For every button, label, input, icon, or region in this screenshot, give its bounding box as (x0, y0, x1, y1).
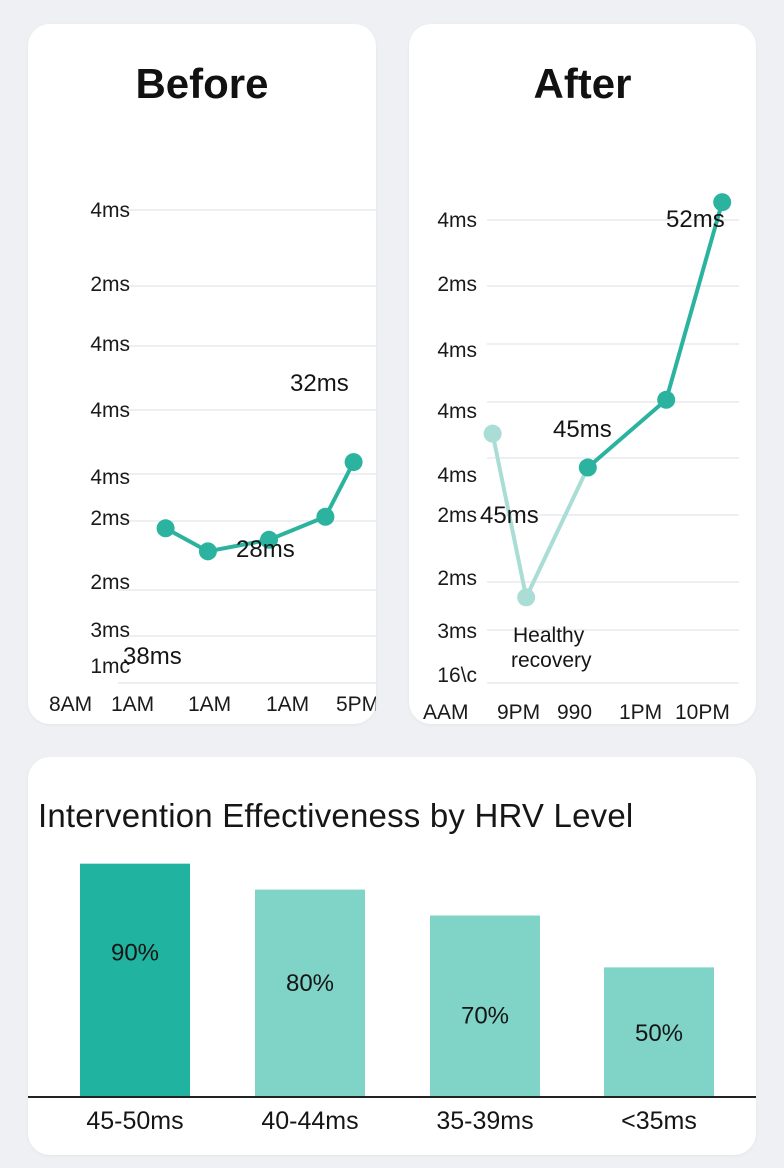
y-tick-label: 4ms (90, 199, 130, 222)
series-segment (664, 200, 725, 402)
y-tick-label: 4ms (437, 209, 477, 232)
y-tick-label: 2ms (90, 571, 130, 594)
data-label: recovery (511, 649, 592, 672)
data-label: Healthy (513, 624, 585, 647)
bar (430, 915, 540, 1097)
x-tick-label: 5PM (336, 693, 376, 716)
x-tick-label: 990 (557, 701, 592, 724)
data-label: 45ms (480, 502, 539, 529)
x-tick-label: 1PM (619, 701, 662, 724)
y-tick-label: 3ms (90, 619, 130, 642)
x-tick-label: AAM (423, 701, 469, 724)
after-chart-title: After (533, 60, 632, 107)
gridlines (118, 209, 376, 684)
before-chart-card: Before 4ms 2ms 4ms 4ms 4ms 2ms 2ms 3ms 1mc 8AM 1AM… (28, 24, 376, 724)
data-label: 38ms (123, 643, 182, 670)
series-segment (267, 514, 328, 542)
y-tick-label: 4ms (437, 400, 477, 423)
y-tick-label: 4ms (437, 339, 477, 362)
data-point (260, 530, 278, 549)
data-point (344, 453, 363, 472)
bar-value-label: 70% (461, 1002, 509, 1029)
y-tick-label: 2ms (90, 273, 130, 296)
series-segment (524, 465, 590, 600)
data-label: 52ms (666, 206, 725, 233)
after-chart-card: After 4ms 2ms 4ms 4ms 4ms 2ms 2ms 3ms 16\c AAM 9PM… (409, 24, 756, 724)
effectiveness-chart-card: Intervention Effectiveness by HRV Level … (28, 757, 756, 1155)
bar (604, 967, 714, 1097)
data-point (483, 424, 502, 443)
data-label: 28ms (236, 536, 295, 563)
y-tick-label: 16\c (437, 664, 477, 687)
series-segment (323, 460, 356, 519)
y-tick-label: 2ms (90, 507, 130, 530)
data-point (657, 390, 676, 409)
x-tick-label: 1AM (111, 693, 154, 716)
x-category-label: 35-39ms (436, 1107, 533, 1135)
before-chart-title: Before (135, 60, 269, 107)
y-tick-label: 4ms (90, 333, 130, 356)
x-tick-label: 9PM (497, 701, 540, 724)
y-tick-label: 2ms (437, 504, 477, 527)
effectiveness-chart-title: Intervention Effectiveness by HRV Level (38, 797, 634, 834)
data-label: 32ms (290, 370, 349, 397)
y-tick-label: 4ms (90, 466, 130, 489)
after-line-chart: 4ms 2ms 4ms 4ms 4ms 2ms 2ms 3ms 16\c AAM 9PM 990 1PM… (423, 193, 739, 724)
bar (80, 863, 190, 1097)
y-tick-label: 4ms (437, 464, 477, 487)
gridlines (487, 219, 739, 684)
x-category-label: <35ms (621, 1107, 697, 1135)
y-tick-label: 1mc (90, 655, 130, 678)
data-point (198, 542, 217, 561)
data-point (517, 588, 536, 607)
x-tick-label: 1AM (266, 693, 309, 716)
before-line-chart: 4ms 2ms 4ms 4ms 4ms 2ms 2ms 3ms 1mc 8AM 1AM 1AM 1AM 5… (49, 199, 376, 716)
x-category-label: 45-50ms (86, 1107, 183, 1135)
y-tick-label: 2ms (437, 273, 477, 296)
data-point (156, 519, 175, 538)
data-point (713, 193, 732, 212)
data-label: 45ms (553, 416, 612, 443)
y-tick-label: 4ms (90, 399, 130, 422)
y-tick-label: 3ms (437, 620, 477, 643)
bar-value-label: 90% (111, 939, 159, 966)
bar-value-label: 80% (286, 970, 334, 997)
x-category-label: 40-44ms (261, 1107, 358, 1135)
bar-value-label: 50% (635, 1020, 683, 1047)
x-tick-label: 10PM (675, 701, 730, 724)
series-segment (585, 397, 669, 470)
x-tick-label: 1AM (188, 693, 231, 716)
data-point (578, 458, 597, 477)
effectiveness-bar-chart: 90% 45-50ms 80% 40-44ms 70% 35-39ms 50% <35ms (28, 863, 756, 1135)
bar (255, 889, 365, 1097)
series-segment (490, 431, 529, 600)
x-tick-label: 8AM (49, 693, 92, 716)
y-tick-label: 2ms (437, 567, 477, 590)
series-segment (205, 537, 271, 554)
data-point (316, 507, 335, 526)
